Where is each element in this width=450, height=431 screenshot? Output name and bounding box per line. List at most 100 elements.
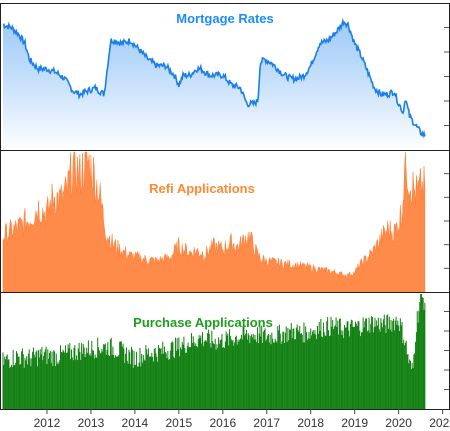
purchase-bar xyxy=(308,332,310,409)
purchase-bar xyxy=(400,325,402,409)
purchase-bar xyxy=(119,341,121,409)
purchase-bar xyxy=(62,349,64,409)
purchase-bar xyxy=(232,339,234,409)
purchase-bar xyxy=(374,317,376,409)
purchase-bar xyxy=(404,342,406,409)
purchase-bar xyxy=(322,322,324,409)
purchase-bar xyxy=(59,360,61,409)
purchase-bar xyxy=(217,348,219,409)
x-tick-label: 2014 xyxy=(122,416,149,430)
purchase-bar xyxy=(371,317,373,409)
purchase-bar xyxy=(313,333,315,409)
purchase-bar xyxy=(414,353,416,409)
purchase-bar xyxy=(114,357,116,409)
purchase-bar xyxy=(103,344,105,409)
purchase-bar xyxy=(331,326,333,409)
purchase-bar xyxy=(259,325,261,409)
purchase-bar xyxy=(338,318,340,409)
purchase-bar xyxy=(24,358,26,409)
purchase-bar xyxy=(183,336,185,409)
purchase-bar xyxy=(174,337,176,409)
purchase-bar xyxy=(341,334,343,409)
purchase-bar xyxy=(45,346,47,409)
purchase-bar xyxy=(287,327,289,409)
purchase-bar xyxy=(369,332,371,409)
purchase-bar xyxy=(163,353,165,409)
purchase-bar xyxy=(376,320,378,409)
purchase-bar xyxy=(294,339,296,409)
purchase-bar xyxy=(9,367,11,409)
purchase-bar xyxy=(125,353,127,409)
purchase-bar xyxy=(22,354,24,409)
purchase-bar xyxy=(146,349,148,409)
purchase-bar xyxy=(205,340,207,409)
purchase-bar xyxy=(393,319,395,409)
purchase-bar xyxy=(59,345,61,409)
purchase-bar xyxy=(155,353,157,409)
purchase-bar xyxy=(38,350,40,409)
purchase-bar xyxy=(121,346,123,409)
purchase-bar xyxy=(306,339,308,409)
purchase-bar xyxy=(247,333,249,409)
purchase-bar xyxy=(405,341,407,409)
purchase-bar xyxy=(323,332,325,409)
purchase-bar xyxy=(207,329,209,409)
purchase-bar xyxy=(351,320,353,409)
purchase-bar xyxy=(41,347,43,409)
purchase-bar xyxy=(210,347,212,409)
purchase-bar xyxy=(164,352,166,409)
purchase-bar xyxy=(209,343,211,409)
purchase-bar xyxy=(336,327,338,409)
purchase-bar xyxy=(407,354,409,409)
purchase-bar xyxy=(153,348,155,409)
purchase-bar xyxy=(140,366,142,409)
purchase-bar xyxy=(2,352,4,409)
purchase-bar xyxy=(278,324,280,409)
purchase-bar xyxy=(262,331,264,409)
purchase-bar xyxy=(230,339,232,409)
purchase-bar xyxy=(43,355,45,409)
purchase-bar xyxy=(228,345,230,409)
purchase-bar xyxy=(240,338,242,409)
purchase-bar xyxy=(355,323,357,409)
purchase-bar xyxy=(66,352,68,409)
purchase-bar xyxy=(166,358,168,409)
purchase-bar xyxy=(242,325,244,409)
purchase-bar xyxy=(105,354,107,409)
purchase-bar xyxy=(226,335,228,409)
purchase-bar xyxy=(88,355,90,409)
purchase-bar xyxy=(276,342,278,409)
purchase-bar xyxy=(48,358,50,409)
purchase-bar xyxy=(260,336,262,409)
purchase-bar xyxy=(101,349,103,409)
purchase-bar xyxy=(333,329,335,409)
purchase-bar xyxy=(300,333,302,409)
purchase-bar xyxy=(218,343,220,409)
purchase-bar xyxy=(386,315,388,409)
purchase-bar xyxy=(92,350,94,409)
purchase-bar xyxy=(180,349,182,409)
purchase-bar xyxy=(98,347,100,409)
purchase-bar xyxy=(8,359,10,409)
purchase-bar xyxy=(222,347,224,409)
purchase-bar xyxy=(349,323,351,409)
purchase-bar xyxy=(16,351,18,409)
purchase-bar xyxy=(268,342,270,409)
purchase-bar xyxy=(409,360,411,409)
purchase-bar xyxy=(46,364,48,409)
purchase-bar xyxy=(382,327,384,409)
purchase-bar xyxy=(141,362,143,409)
purchase-bar xyxy=(304,342,306,409)
purchase-bar xyxy=(385,332,387,409)
purchase-bar xyxy=(243,326,245,409)
purchase-bar xyxy=(5,359,7,409)
purchase-bar xyxy=(127,363,129,409)
purchase-bar xyxy=(39,349,41,409)
purchase-bar xyxy=(144,360,146,409)
purchase-bar xyxy=(36,350,38,409)
purchase-bar xyxy=(356,326,358,409)
purchase-bar xyxy=(392,320,394,409)
purchase-bar xyxy=(156,357,158,409)
purchase-bar xyxy=(318,322,320,409)
purchase-bar xyxy=(145,345,147,409)
